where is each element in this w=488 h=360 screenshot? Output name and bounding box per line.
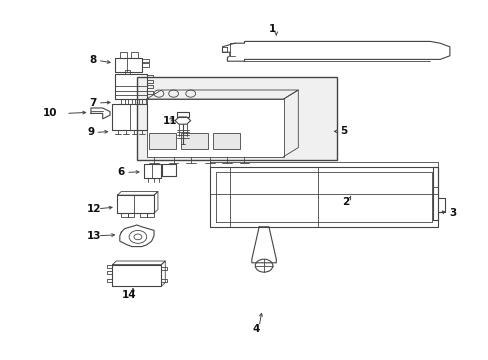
Text: 4: 4 [251,324,259,334]
Bar [212,133,239,149]
Text: 1: 1 [269,24,276,34]
Text: 6: 6 [117,167,124,177]
Bar [137,77,337,160]
Bar [181,133,207,149]
Text: 11: 11 [162,116,177,126]
Text: 12: 12 [87,204,102,214]
Text: 8: 8 [89,55,96,65]
Text: 5: 5 [340,126,347,136]
Bar [146,99,283,157]
Text: 14: 14 [122,290,137,300]
Text: 10: 10 [43,108,58,118]
Text: 3: 3 [448,208,455,218]
Text: 13: 13 [87,231,102,241]
Text: 2: 2 [342,197,349,207]
Bar [149,133,176,149]
Text: 9: 9 [87,127,94,138]
Text: 7: 7 [89,98,96,108]
